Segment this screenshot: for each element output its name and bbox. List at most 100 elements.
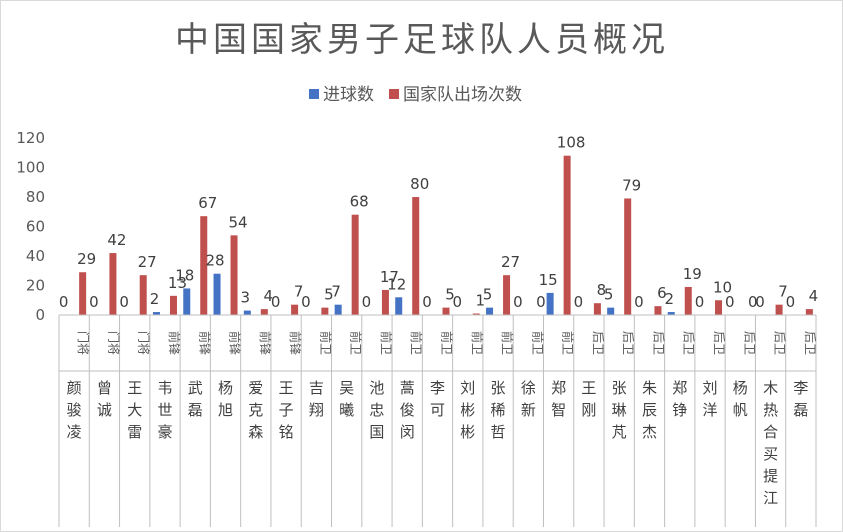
category-position-label: 后卫 [621,331,635,355]
category-name-label: 池忠国 [369,379,384,441]
category-position-label: 前卫 [379,331,394,355]
caps-data-label: 27 [501,253,520,271]
goals-bar [183,288,191,315]
goals-data-label: 7 [331,283,341,301]
goals-data-label: 0 [59,293,69,311]
caps-data-label: 0 [748,293,758,311]
category-position-label: 后卫 [651,331,665,355]
category-name-label: 刘洋 [703,379,718,419]
category-position-label: 前卫 [349,331,364,355]
category-position-label: 前卫 [530,331,545,355]
caps-data-label: 10 [713,278,732,296]
y-axis-ticks: 0 20 40 60 80 100 120 [16,129,45,324]
category-position-label: 后卫 [591,331,605,355]
goals-data-label: 0 [453,293,463,311]
legend-label-0: 进球数 [323,85,374,105]
goals-bar [667,312,675,315]
category-name-label: 韦世豪 [157,379,172,441]
caps-bar [79,272,87,315]
x-axis: 门将颜骏凌门将曾诚门将王大雷前锋韦世豪前锋武磊前锋杨旭前锋爱克森前锋王子铭前卫吉… [58,314,817,527]
caps-bar [684,286,692,315]
goals-bar [395,297,403,315]
category-position-label: 前锋 [197,331,212,355]
category-position-label: 前卫 [561,331,576,355]
category-name-label: 郑智 [551,379,566,419]
category-position-label: 前卫 [318,331,333,355]
caps-data-label: 5 [324,286,334,304]
goals-data-label: 18 [175,266,194,284]
category-position-label: 前锋 [228,331,243,355]
goals-data-label: 0 [695,293,705,311]
category-name-label: 吉翔 [309,379,324,419]
category-name-label: 朱辰杰 [642,379,657,441]
category-position-label: 前锋 [288,331,303,355]
goals-data-label: 12 [387,275,406,293]
caps-data-label: 80 [410,175,429,193]
category-name-label: 张琳芃 [612,379,627,441]
caps-data-label: 4 [264,287,274,305]
bars [79,155,813,315]
category-name-label: 王子铭 [279,379,294,441]
category-name-label: 王刚 [581,379,596,419]
goals-data-label: 2 [150,290,160,308]
y-tick-label: 80 [26,188,45,206]
caps-data-label: 1 [476,292,486,310]
category-position-label: 前卫 [470,331,485,355]
y-tick-label: 0 [35,306,45,324]
caps-bar [230,235,238,315]
category-name-label: 李可 [430,379,445,419]
caps-bar [472,313,480,315]
goals-data-label: 0 [89,293,99,311]
goals-data-label: 0 [725,293,735,311]
caps-bar [139,275,147,315]
goals-bar [213,273,221,315]
category-position-label: 后卫 [712,331,726,355]
legend: 进球数 国家队出场次数 [309,85,522,105]
goals-data-label: 0 [634,293,644,311]
caps-bar [381,289,389,315]
category-position-label: 前卫 [500,331,515,355]
caps-data-label: 13 [168,274,187,292]
category-position-label: 前卫 [409,331,424,355]
caps-bar [503,275,511,315]
category-name-label: 木热合买提江 [763,379,778,507]
goals-data-label: 0 [755,293,765,311]
goals-data-label: 0 [271,293,281,311]
caps-bar [200,216,208,315]
category-name-label: 李磊 [793,379,808,419]
caps-data-label: 42 [107,231,126,249]
goals-data-label: 0 [301,293,311,311]
caps-data-label: 6 [657,284,667,302]
category-position-label: 前锋 [167,331,182,355]
y-tick-label: 20 [26,277,45,295]
caps-bar [624,198,632,315]
legend-label-1: 国家队出场次数 [403,85,522,105]
caps-data-label: 27 [138,253,157,271]
caps-data-label: 68 [350,193,369,211]
caps-data-label: 17 [380,268,399,286]
caps-data-label: 108 [557,134,586,152]
caps-bar [715,300,723,315]
caps-data-label: 7 [294,283,304,301]
caps-data-label: 7 [778,283,788,301]
category-position-label: 门将 [137,331,152,355]
caps-bar [291,304,299,315]
goals-bar [607,307,615,315]
caps-bar [169,295,177,315]
caps-data-label: 5 [445,286,455,304]
caps-data-label: 19 [683,265,702,283]
y-tick-label: 60 [26,218,45,236]
category-name-label: 杨帆 [733,379,748,419]
caps-data-label: 8 [597,281,607,299]
goals-data-label: 2 [664,290,674,308]
goals-data-label: 0 [422,293,432,311]
category-name-label: 郑铮 [672,379,687,419]
category-name-label: 杨旭 [218,379,233,419]
goals-data-label: 0 [362,293,372,311]
category-position-label: 门将 [76,331,91,355]
goals-bar [243,310,251,315]
goals-data-label: 28 [205,252,224,270]
